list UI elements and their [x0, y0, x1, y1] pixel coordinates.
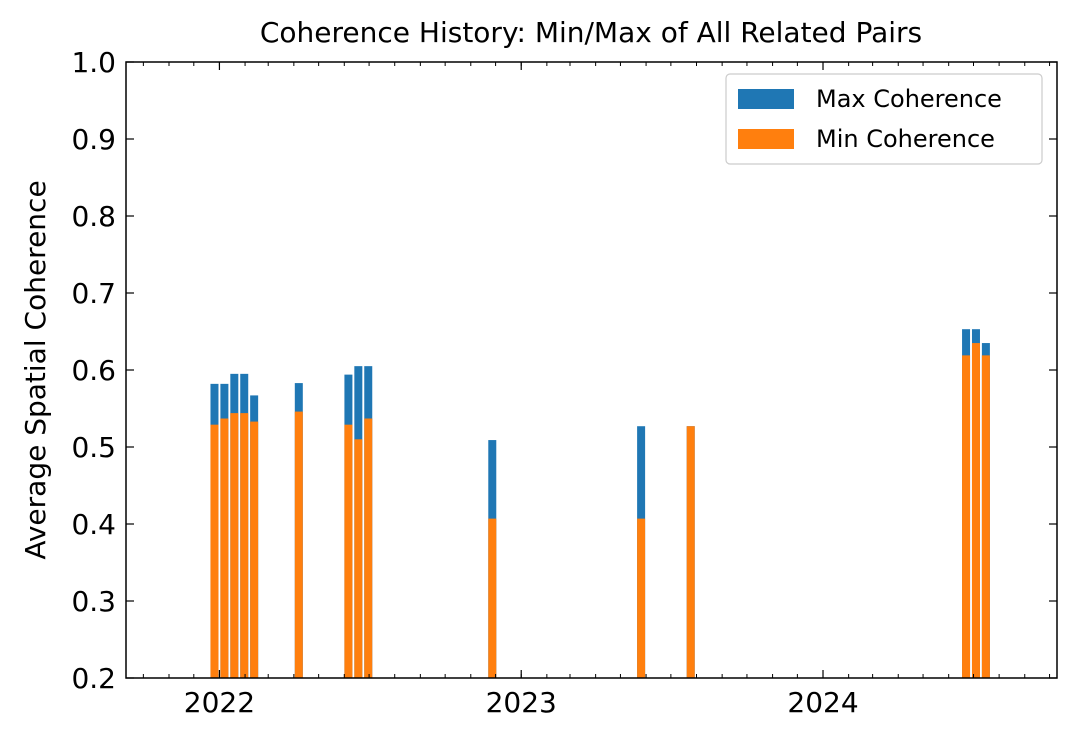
legend-swatch — [738, 89, 794, 109]
y-tick-label: 0.4 — [71, 508, 116, 541]
legend: Max Coherence Min Coherence — [725, 73, 1043, 165]
min-coherence-bar — [250, 421, 259, 678]
y-tick-label: 0.7 — [71, 277, 116, 310]
y-tick-label: 0.3 — [71, 585, 116, 618]
legend-swatch — [738, 129, 794, 149]
x-tick-label: 2023 — [486, 686, 557, 719]
legend-box — [725, 73, 1043, 165]
x-tick-label: 2022 — [184, 686, 255, 719]
chart-title: Coherence History: Min/Max of All Relate… — [260, 16, 922, 49]
min-coherence-bar — [637, 518, 646, 678]
y-tick-label: 0.2 — [71, 662, 116, 695]
min-coherence-bar — [344, 424, 353, 678]
min-coherence-bar — [686, 426, 695, 678]
min-coherence-bar — [971, 343, 980, 678]
y-tick-label: 0.6 — [71, 354, 116, 387]
min-coherence-bar — [210, 424, 219, 678]
min-coherence-bar — [220, 418, 229, 678]
min-coherence-bar — [364, 418, 373, 678]
x-tick-label: 2024 — [787, 686, 858, 719]
min-coherence-bar — [240, 413, 249, 678]
y-tick-label: 0.5 — [71, 431, 116, 464]
y-tick-label: 0.8 — [71, 200, 116, 233]
min-coherence-bar — [488, 518, 497, 678]
min-coherence-bar — [230, 413, 239, 678]
plot-frame — [125, 61, 1058, 679]
min-coherence-bar — [962, 355, 971, 678]
y-tick-label: 1.0 — [71, 46, 116, 79]
min-coherence-bar — [981, 355, 990, 678]
legend-label: Max Coherence — [816, 85, 1002, 113]
y-tick-label: 0.9 — [71, 123, 116, 156]
min-coherence-bar — [354, 439, 363, 678]
min-coherence-bar — [294, 411, 303, 678]
legend-label: Min Coherence — [816, 125, 995, 153]
y-axis-label: Average Spatial Coherence — [19, 180, 52, 559]
bars-layer — [210, 329, 990, 678]
